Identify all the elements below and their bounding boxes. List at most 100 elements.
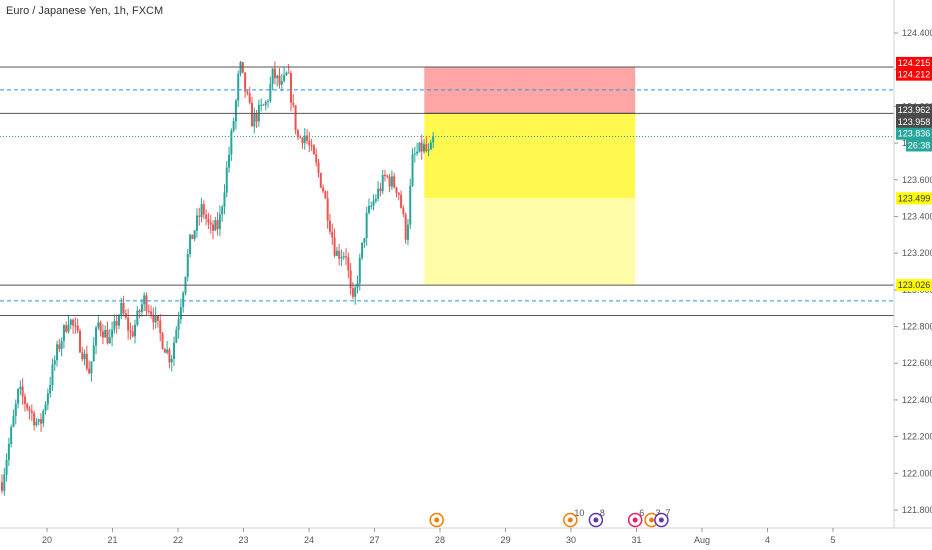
candle-body: [12, 415, 15, 427]
event-marker-icon[interactable]: 8: [588, 508, 605, 528]
candle-body: [88, 368, 91, 374]
y-tick-label: 122.400: [902, 395, 932, 405]
target-zone-2[interactable]: [424, 198, 636, 286]
y-tick-label: 122.800: [902, 322, 932, 332]
y-tick-label: 123.200: [902, 248, 932, 258]
event-dot: [593, 517, 599, 523]
price-tag-label: 123.962: [898, 105, 931, 115]
candle-body: [349, 270, 352, 289]
candle-body: [170, 358, 173, 363]
candle-body: [377, 188, 380, 199]
event-marker-icon[interactable]: 6: [627, 508, 645, 528]
candle-body: [122, 302, 125, 314]
price-tag-label: 124.212: [898, 70, 931, 80]
candle-body: [406, 224, 409, 240]
candle-body: [299, 137, 302, 139]
candle-body: [134, 324, 137, 337]
price-tag: 123.026: [896, 279, 932, 292]
candle-body: [202, 204, 205, 215]
candle-body: [3, 474, 6, 491]
candle-body: [386, 175, 389, 177]
event-marker-icon[interactable]: 3: [644, 508, 661, 528]
candle-body: [10, 426, 13, 444]
event-count: 7: [665, 508, 670, 518]
price-tag: 26:38: [906, 139, 932, 152]
price-tag: 123.962: [896, 104, 932, 117]
candle-body: [5, 460, 8, 475]
event-marker-icon[interactable]: 10: [563, 508, 585, 528]
x-tick-label: 24: [304, 535, 314, 545]
candle-body: [129, 330, 132, 332]
price-tag: 123.836: [896, 127, 932, 140]
candle-body: [74, 325, 77, 327]
y-tick-label: 121.800: [902, 505, 932, 515]
candle-body: [381, 175, 384, 192]
candle-body: [365, 212, 368, 239]
event-marker-icon[interactable]: 7: [654, 508, 671, 528]
x-tick-label: 29: [500, 535, 510, 545]
stop-loss-zone[interactable]: [424, 66, 636, 114]
price-tag: 124.212: [896, 68, 932, 81]
candle-body: [90, 361, 93, 374]
candle-body: [223, 192, 226, 207]
event-marker-icon[interactable]: [429, 512, 444, 528]
event-dot: [567, 517, 573, 523]
candle-body: [333, 237, 336, 256]
x-tick-label: 28: [435, 535, 445, 545]
event-dot: [649, 517, 655, 523]
candle-body: [285, 72, 288, 75]
candle-body: [140, 304, 143, 313]
candle-body: [232, 121, 235, 131]
candle-body: [432, 136, 435, 143]
candle-body: [136, 310, 139, 325]
candle-body: [301, 137, 304, 144]
candle-body: [292, 102, 295, 106]
y-tick-label: 122.000: [902, 468, 932, 478]
candle-body: [328, 220, 331, 232]
candle-body: [388, 176, 391, 187]
candle-body: [345, 256, 348, 258]
candle-body: [308, 140, 311, 146]
y-tick-label: 122.600: [902, 358, 932, 368]
candle-body: [104, 330, 107, 338]
candle-body: [152, 314, 155, 323]
candle-body: [37, 419, 40, 422]
price-tags: 124.215 124.212 123.962 123.958 123.83626:38…: [896, 56, 932, 292]
candle-body: [154, 314, 157, 323]
candle-body: [23, 396, 26, 404]
candle-body: [143, 295, 146, 305]
target-zone-1[interactable]: [424, 113, 636, 199]
candle-body: [260, 104, 263, 106]
position-tool[interactable]: [424, 66, 636, 286]
candle-body: [351, 288, 354, 297]
candle-body: [175, 329, 178, 343]
price-tag-bg: [896, 104, 932, 117]
candle-body: [97, 322, 100, 328]
candle-body: [409, 185, 412, 225]
candle-body: [418, 142, 421, 152]
event-dot: [632, 517, 638, 523]
candle-body: [303, 135, 306, 144]
candle-body: [39, 419, 42, 424]
candle-body: [179, 307, 182, 320]
candle-body: [209, 222, 212, 225]
y-tick-label: 123.600: [902, 175, 932, 185]
candle-body: [26, 403, 29, 409]
candle-body: [287, 72, 290, 74]
candle-body: [161, 333, 164, 349]
candle-body: [28, 408, 31, 412]
candle-body: [326, 198, 329, 221]
candle-body: [276, 75, 279, 79]
price-tag-bg: [896, 127, 932, 140]
candle-body: [21, 386, 24, 397]
candle-body: [65, 325, 68, 332]
candle-body: [101, 331, 104, 338]
candle-body: [294, 105, 297, 131]
event-markers[interactable]: 10 8 6 3 7: [429, 508, 671, 528]
candle-body: [83, 353, 86, 360]
price-tag-label: 123.499: [898, 193, 931, 203]
candle-body: [159, 320, 162, 334]
drawn-lines[interactable]: [0, 66, 894, 317]
